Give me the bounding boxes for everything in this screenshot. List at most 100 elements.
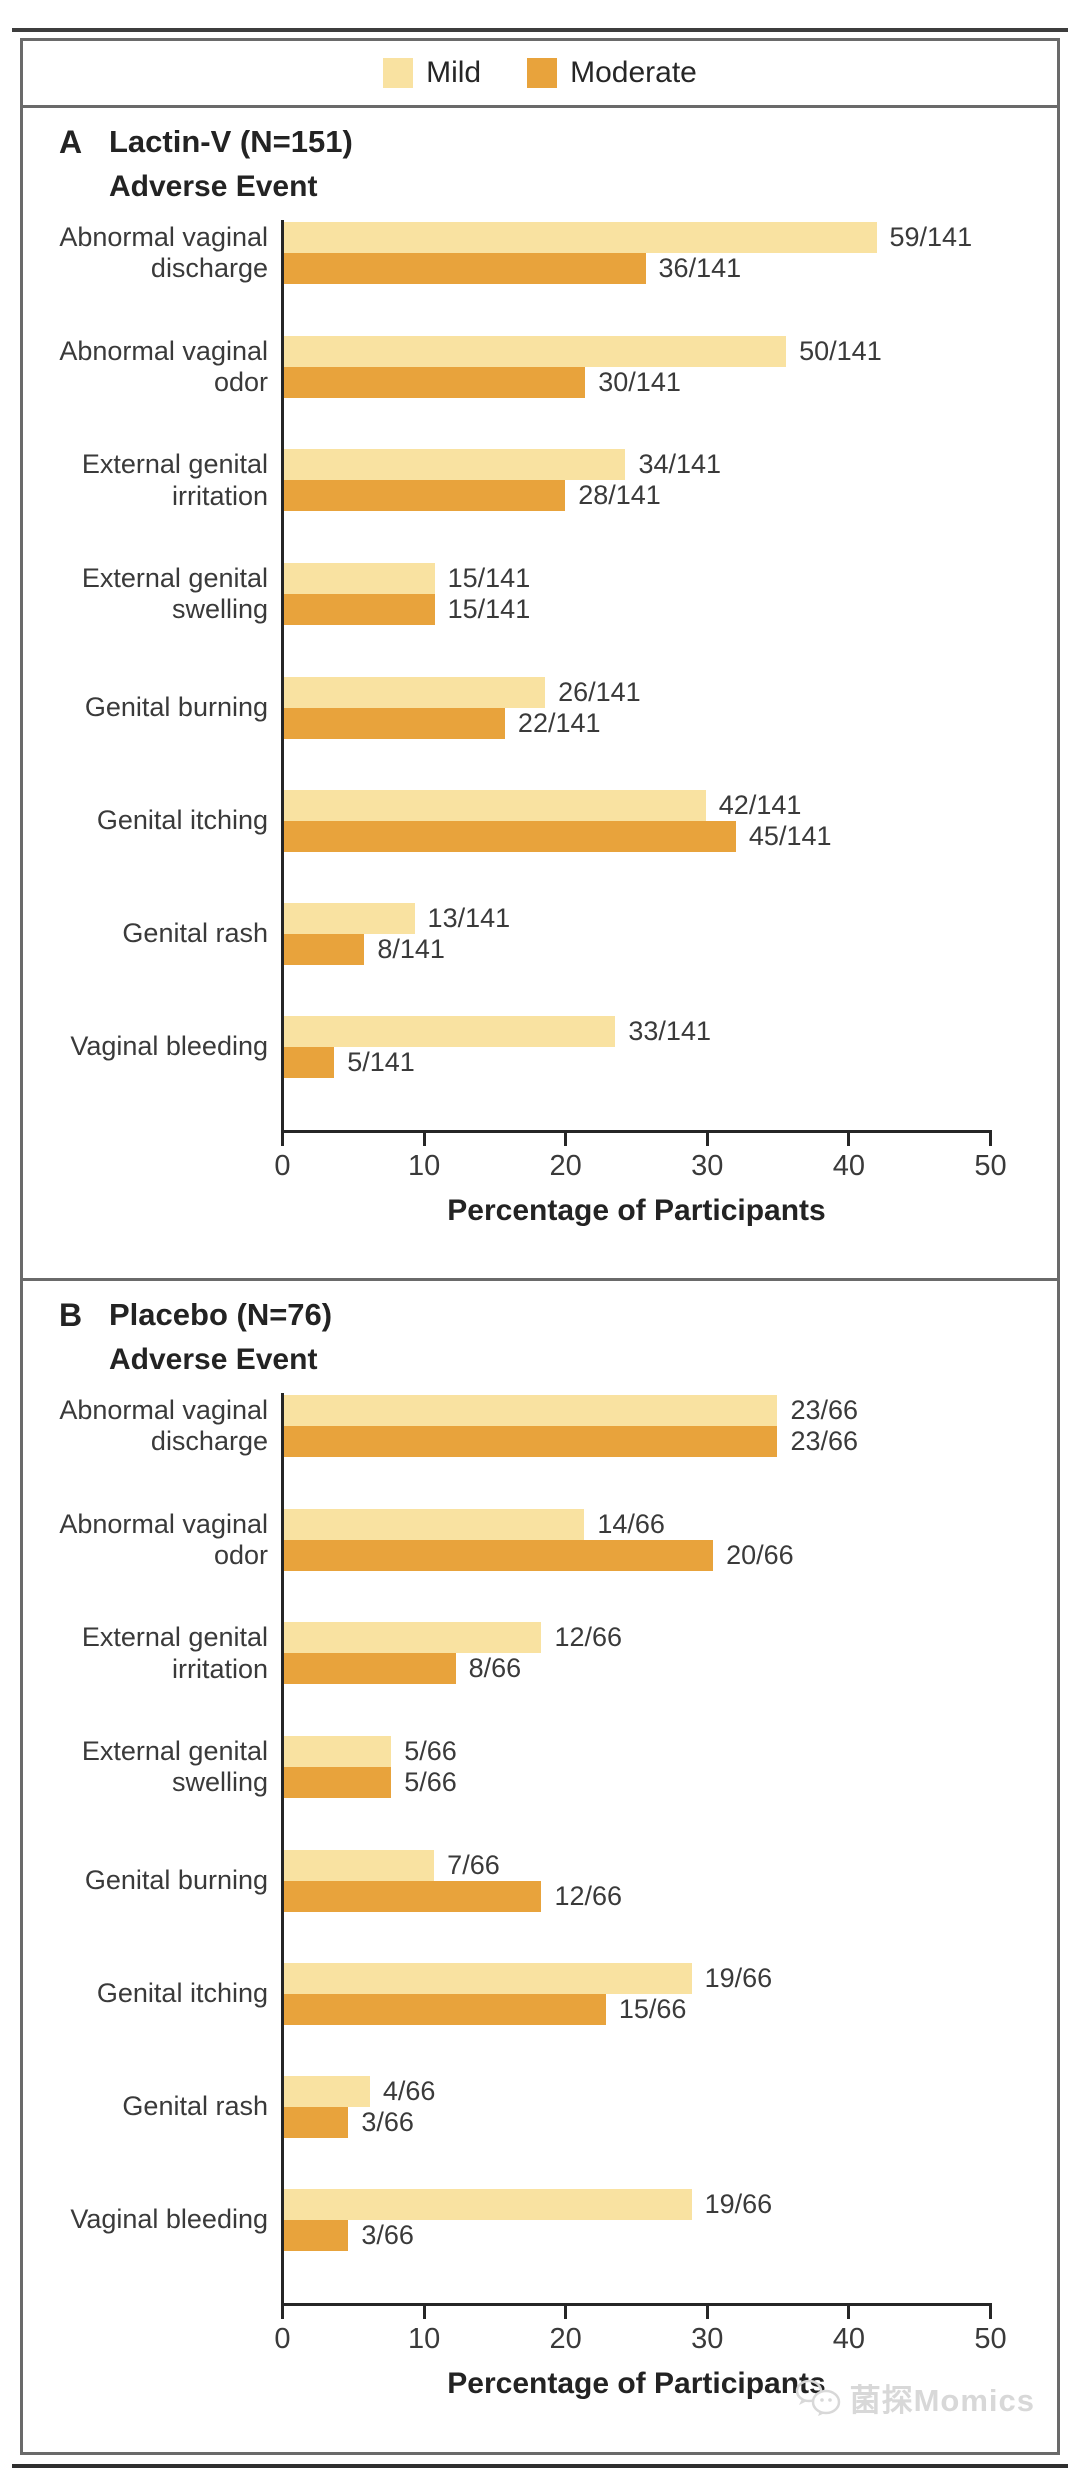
value-label: 15/141 (447, 562, 531, 593)
category-label: Genital itching (96, 1977, 268, 2008)
bottom-rule (12, 2464, 1068, 2468)
bar-line: 12/66 (284, 1622, 992, 1654)
value-label: 4/66 (382, 2075, 436, 2106)
mild-bar (284, 1735, 392, 1767)
bar-group: 19/66 15/66 (284, 1962, 992, 2025)
mild-bar (284, 335, 787, 367)
x-axis-tick-labels: 0 10 20 30 40 50 (274, 2323, 1006, 2359)
tick-label: 30 (691, 2323, 724, 2355)
bar-row: Abnormal vaginal discharge 59/141 36/141 (23, 222, 1057, 285)
value-label: 12/66 (554, 1880, 623, 1911)
moderate-bar (284, 366, 586, 398)
value-label: 15/141 (447, 593, 531, 624)
category-label: Abnormal vaginal odor (59, 335, 268, 397)
bar-line: 3/66 (284, 2219, 992, 2251)
bar-line: 4/66 (284, 2075, 992, 2107)
bar-group: 42/141 45/141 (284, 789, 992, 852)
bar-line: 19/66 (284, 1962, 992, 1994)
top-rule (12, 28, 1068, 32)
value-label: 5/141 (347, 1046, 415, 1077)
bar-group: 13/141 8/141 (284, 902, 992, 965)
tick-mark (705, 1133, 709, 1146)
panel-a-bars-area: Abnormal vaginal discharge 59/141 36/141 Ab… (23, 222, 1057, 1078)
legend-item-mild: Mild (383, 56, 481, 90)
bar-line: 20/66 (284, 1539, 992, 1571)
value-label: 19/66 (704, 1962, 773, 1993)
bar-line: 5/66 (284, 1735, 992, 1767)
panel-b: B Placebo (N=76) Adverse Event Abnormal … (23, 1278, 1057, 2451)
mild-bar (284, 222, 877, 253)
mild-bar (284, 1395, 778, 1426)
bar-line: 50/141 (284, 335, 992, 367)
value-label: 45/141 (748, 820, 832, 851)
bar-group: 26/141 22/141 (284, 676, 992, 739)
panel-b-subtitle: Adverse Event (109, 1343, 318, 1376)
bar-row: Vaginal bleeding 19/66 3/66 (23, 2188, 1057, 2251)
bar-line: 15/66 (284, 1993, 992, 2025)
mild-bar (284, 676, 546, 708)
bar-row: Genital rash 13/141 8/141 (23, 902, 1057, 965)
tick-label: 50 (974, 2323, 1007, 2355)
value-label: 22/141 (517, 707, 601, 738)
value-label: 36/141 (658, 253, 742, 283)
category-label: Genital burning (84, 691, 268, 722)
x-axis-ticks (281, 1133, 992, 1147)
bar-row: External genital swelling 5/66 5/66 (23, 1735, 1057, 1799)
value-label: 19/66 (704, 2188, 773, 2219)
watermark-text: 菌探Momics (849, 2383, 1035, 2418)
mild-bar (284, 449, 626, 481)
bar-line: 22/141 (284, 707, 992, 739)
bar-line: 26/141 (284, 676, 992, 708)
mild-bar (284, 902, 415, 934)
bar-group: 12/66 8/66 (284, 1622, 992, 1685)
tick-mark (564, 2306, 568, 2319)
bar-row: Genital rash 4/66 3/66 (23, 2075, 1057, 2138)
bar-group: 33/141 5/141 (284, 1015, 992, 1078)
bar-line: 33/141 (284, 1015, 992, 1047)
bar-line: 3/66 (284, 2106, 992, 2138)
bar-line: 30/141 (284, 366, 992, 398)
x-axis-ticks (281, 2306, 992, 2320)
category-label: External genital irritation (81, 449, 268, 511)
watermark: 菌探Momics (794, 2375, 1035, 2420)
tick-label: 0 (274, 2323, 291, 2355)
tick-label: 50 (974, 1150, 1007, 1182)
moderate-bar (284, 707, 505, 739)
tick-mark (422, 2306, 426, 2319)
bar-group: 7/66 12/66 (284, 1849, 992, 1912)
mild-bar (284, 1849, 435, 1881)
bar-row: Genital itching 19/66 15/66 (23, 1962, 1057, 2025)
bar-line: 36/141 (284, 253, 992, 284)
tick-mark (989, 2306, 992, 2319)
category-label: Vaginal bleeding (70, 1030, 268, 1061)
bar-line: 8/66 (284, 1653, 992, 1685)
bar-row: External genital swelling 15/141 15/141 (23, 562, 1057, 626)
mild-bar (284, 2075, 370, 2107)
mild-bar (284, 562, 435, 594)
wechat-bubbles-icon (795, 2379, 840, 2416)
value-label: 59/141 (889, 222, 973, 252)
bar-row: Genital itching 42/141 45/141 (23, 789, 1057, 852)
bar-group: 50/141 30/141 (284, 335, 992, 399)
panel-b-title: Placebo (N=76) (109, 1297, 333, 1332)
bar-group: 14/66 20/66 (284, 1508, 992, 1572)
mild-bar (284, 1508, 585, 1540)
mild-swatch (383, 58, 414, 88)
value-label: 34/141 (638, 449, 722, 480)
x-axis-line (281, 1130, 992, 1133)
mild-bar (284, 789, 706, 821)
moderate-bar (284, 2219, 349, 2251)
tick-label: 40 (832, 1150, 866, 1182)
value-label: 14/66 (597, 1508, 665, 1539)
bar-row: Abnormal vaginal odor 50/141 30/141 (23, 335, 1057, 399)
bar-line: 13/141 (284, 902, 992, 934)
bar-row: Genital burning 26/141 22/141 (23, 676, 1057, 739)
value-label: 13/141 (427, 902, 511, 933)
value-label: 26/141 (558, 676, 641, 707)
value-label: 7/66 (447, 1849, 500, 1880)
tick-mark (705, 2306, 709, 2319)
bar-line: 5/66 (284, 1766, 992, 1798)
bar-group: 4/66 3/66 (284, 2075, 992, 2138)
value-label: 3/66 (361, 2106, 414, 2137)
category-label: External genital swelling (81, 562, 268, 625)
